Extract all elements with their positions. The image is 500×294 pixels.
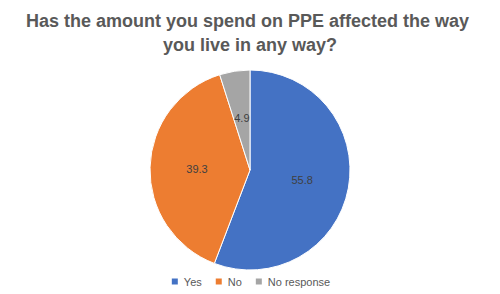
svg-text:39.3: 39.3 xyxy=(186,163,207,175)
svg-text:you live in any way?: you live in any way? xyxy=(163,35,337,55)
svg-text:No: No xyxy=(228,276,242,288)
svg-text:Has the amount you spend on PP: Has the amount you spend on PPE affected… xyxy=(26,11,474,31)
svg-text:4.9: 4.9 xyxy=(234,112,249,124)
svg-text:55.8: 55.8 xyxy=(291,174,312,186)
svg-text:No response: No response xyxy=(268,276,330,288)
svg-text:Yes: Yes xyxy=(184,276,202,288)
